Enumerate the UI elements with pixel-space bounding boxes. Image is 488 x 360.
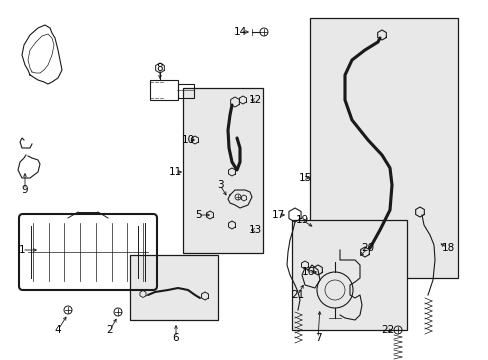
Bar	[309, 18, 457, 278]
Text: 6: 6	[172, 333, 179, 343]
Text: 16: 16	[301, 267, 314, 277]
Text: 21: 21	[291, 290, 304, 300]
Text: 12: 12	[248, 95, 261, 105]
Text: 1: 1	[19, 245, 25, 255]
Text: 10: 10	[181, 135, 194, 145]
Text: 14: 14	[233, 27, 246, 37]
Text: 18: 18	[441, 243, 454, 253]
Bar	[183, 88, 263, 253]
Text: 11: 11	[168, 167, 181, 177]
Text: 9: 9	[21, 185, 28, 195]
Text: 15: 15	[298, 173, 311, 183]
Text: 5: 5	[194, 210, 201, 220]
Bar	[291, 220, 406, 330]
Bar	[178, 84, 194, 98]
Text: 20: 20	[361, 243, 374, 253]
Text: 19: 19	[295, 215, 308, 225]
Text: 22: 22	[381, 325, 394, 335]
Text: 7: 7	[314, 333, 321, 343]
Text: 3: 3	[216, 180, 223, 190]
Text: 8: 8	[156, 63, 163, 73]
Bar	[130, 255, 218, 320]
Text: 13: 13	[248, 225, 261, 235]
Text: 4: 4	[55, 325, 61, 335]
Text: 2: 2	[106, 325, 113, 335]
Bar	[150, 80, 178, 100]
Text: 17: 17	[271, 210, 284, 220]
